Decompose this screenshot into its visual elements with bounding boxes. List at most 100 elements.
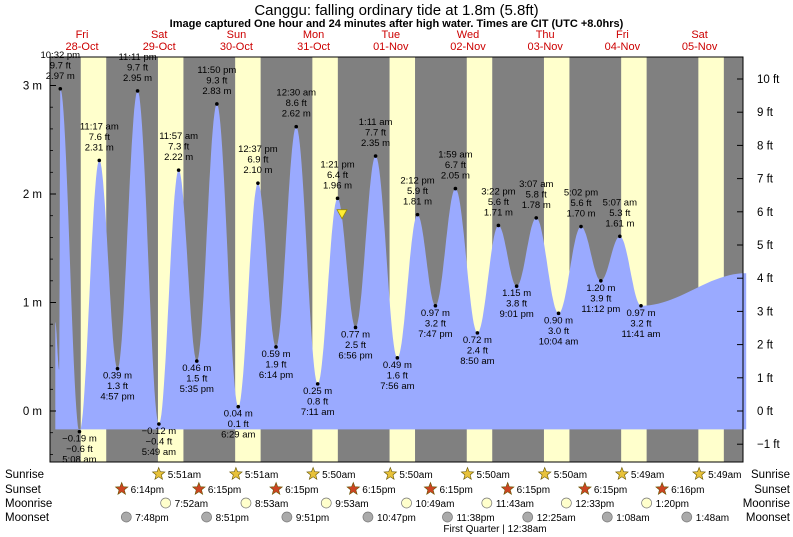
day-date: 28-Oct: [65, 41, 98, 53]
low-tide-point: [77, 429, 82, 434]
extreme-label-line: 2.83 m: [202, 86, 231, 97]
high-tide-label: 11:17 am7.6 ft2.31 m: [80, 121, 119, 153]
extreme-label-line: 6:14 pm: [259, 370, 293, 381]
sunrise-icon: [306, 466, 321, 480]
extreme-label-line: 7:11 am: [301, 407, 335, 418]
extreme-label-line: 10:04 am: [539, 336, 579, 347]
high-tide-label: 1:21 pm6.4 ft1.96 m: [320, 159, 354, 191]
low-tide-label: 0.49 m1.6 ft7:56 am: [380, 360, 414, 392]
extreme-label-line: 12:30 am: [276, 88, 316, 99]
sunset-icon: [577, 481, 592, 495]
extreme-label-line: 7.3 ft: [168, 142, 189, 153]
extreme-label-line: 1.71 m: [484, 207, 513, 218]
extreme-label-line: 3.2 ft: [630, 318, 651, 329]
extreme-label-line: 3:07 am: [519, 179, 553, 190]
sunset-icon: [423, 481, 438, 495]
moonset-time: 12:25am: [537, 513, 576, 524]
right-tick-label: 8 ft: [757, 140, 774, 152]
sunset-time: 6:15pm: [208, 485, 241, 496]
low-tide-point: [315, 382, 320, 386]
extreme-label-line: 9.7 ft: [50, 60, 71, 71]
day-date: 02-Nov: [450, 41, 486, 53]
sun-moon-table: Sunrise Sunrise 5:51am 5:51am 5:50am 5:50am 5:…: [5, 466, 791, 535]
moonset-icon: [120, 511, 132, 523]
sunset-icon: [655, 481, 670, 495]
extreme-label-line: 5.3 ft: [609, 208, 630, 219]
low-tide-label: 0.39 m1.3 ft4:57 pm: [100, 371, 134, 403]
sunrise-time: 5:51am: [245, 470, 278, 481]
high-tide-point: [176, 168, 181, 172]
sunrise-icon: [460, 466, 475, 480]
high-tide-label: 11:57 am7.3 ft2.22 m: [159, 131, 198, 163]
high-tide-label: 5:02 pm5.6 ft1.70 m: [564, 188, 598, 220]
extreme-label-line: 11:17 am: [80, 121, 119, 132]
low-tide-point: [599, 279, 603, 283]
moonset-time: 1:08am: [616, 513, 649, 524]
right-tick-label: 5 ft: [757, 240, 774, 252]
day-of-week: Tue: [382, 29, 401, 41]
extreme-label-line: 5:07 am: [603, 197, 637, 208]
current-tide-marker: [336, 209, 348, 220]
extreme-label-line: 9.3 ft: [206, 75, 227, 86]
moonset-time: 1:48am: [696, 513, 729, 524]
extreme-label-line: 7:47 pm: [418, 329, 452, 340]
day-of-week: Fri: [616, 29, 629, 41]
extreme-label-line: 2.22 m: [164, 152, 193, 163]
high-tide-point: [335, 196, 340, 201]
high-tide-point: [97, 158, 102, 163]
chart-title: Canggu: falling ordinary tide at 1.8m (5…: [254, 2, 539, 19]
sunrise-icon: [383, 466, 398, 480]
low-tide-label: 0.77 m2.5 ft6:56 pm: [338, 329, 372, 361]
extreme-label-line: 3.2 ft: [425, 318, 446, 329]
low-tide-point: [514, 284, 519, 289]
extreme-label-line: −0.4 ft: [146, 437, 173, 448]
extreme-label-line: 0.72 m: [463, 335, 492, 346]
moonrise-icon: [481, 497, 493, 509]
high-tide-point: [534, 216, 539, 220]
high-tide-point: [58, 86, 63, 91]
extreme-label-line: −0.6 ft: [66, 444, 93, 455]
sunset-time: 6:15pm: [517, 485, 550, 496]
sunrise-time: 5:50am: [554, 470, 587, 481]
sunrise-row-label-right: Sunrise: [751, 469, 790, 481]
sunrise-time: 5:50am: [399, 470, 432, 481]
extreme-label-line: 5:35 pm: [180, 384, 214, 395]
moonrise-time: 12:33pm: [575, 499, 614, 510]
moonrise-time: 8:53am: [255, 499, 288, 510]
high-tide-point: [453, 186, 458, 191]
sunset-row-label-right: Sunset: [754, 484, 791, 496]
low-tide-label: 0.46 m1.5 ft5:35 pm: [180, 363, 214, 395]
high-tide-label: 11:11 pm9.7 ft2.95 m: [118, 52, 156, 84]
high-tide-label: 1:59 am6.7 ft2.05 m: [438, 150, 472, 182]
extreme-label-line: 2.5 ft: [345, 340, 366, 351]
extreme-label-line: 1.96 m: [323, 180, 352, 191]
sunrise-icon: [692, 466, 707, 480]
extreme-label-line: 7.7 ft: [365, 128, 386, 139]
high-tide-point: [496, 223, 501, 228]
extreme-label-line: 11:41 am: [622, 329, 661, 340]
right-tick-label: −1 ft: [757, 439, 781, 451]
low-tide-point: [556, 311, 561, 316]
extreme-label-line: 0.77 m: [341, 329, 370, 340]
high-tide-point: [256, 181, 260, 185]
low-tide-point: [639, 303, 643, 308]
extreme-label-line: 0.49 m: [383, 360, 412, 371]
low-tide-point: [353, 325, 358, 330]
moonset-icon: [522, 511, 534, 523]
day-headers: Fri28-OctSat29-OctSun30-OctMon31-OctTue0…: [65, 29, 717, 53]
high-tide-label: 11:50 pm9.3 ft2.83 m: [197, 65, 236, 97]
day-date: 04-Nov: [605, 41, 641, 53]
low-tide-label: 0.72 m2.4 ft8:50 am: [460, 335, 494, 367]
moonset-row-label: Moonset: [5, 512, 50, 524]
day-of-week: Wed: [457, 29, 479, 41]
low-tide-point: [274, 345, 278, 349]
extreme-label-line: 2.31 m: [85, 142, 114, 153]
left-tick-label: 1 m: [23, 298, 42, 310]
extreme-label-line: 2.95 m: [123, 73, 152, 84]
extreme-label-line: 2.62 m: [282, 109, 311, 120]
moonrise-icon: [320, 497, 332, 509]
sunset-time: 6:14pm: [131, 485, 164, 496]
sunset-row-label: Sunset: [5, 484, 42, 496]
